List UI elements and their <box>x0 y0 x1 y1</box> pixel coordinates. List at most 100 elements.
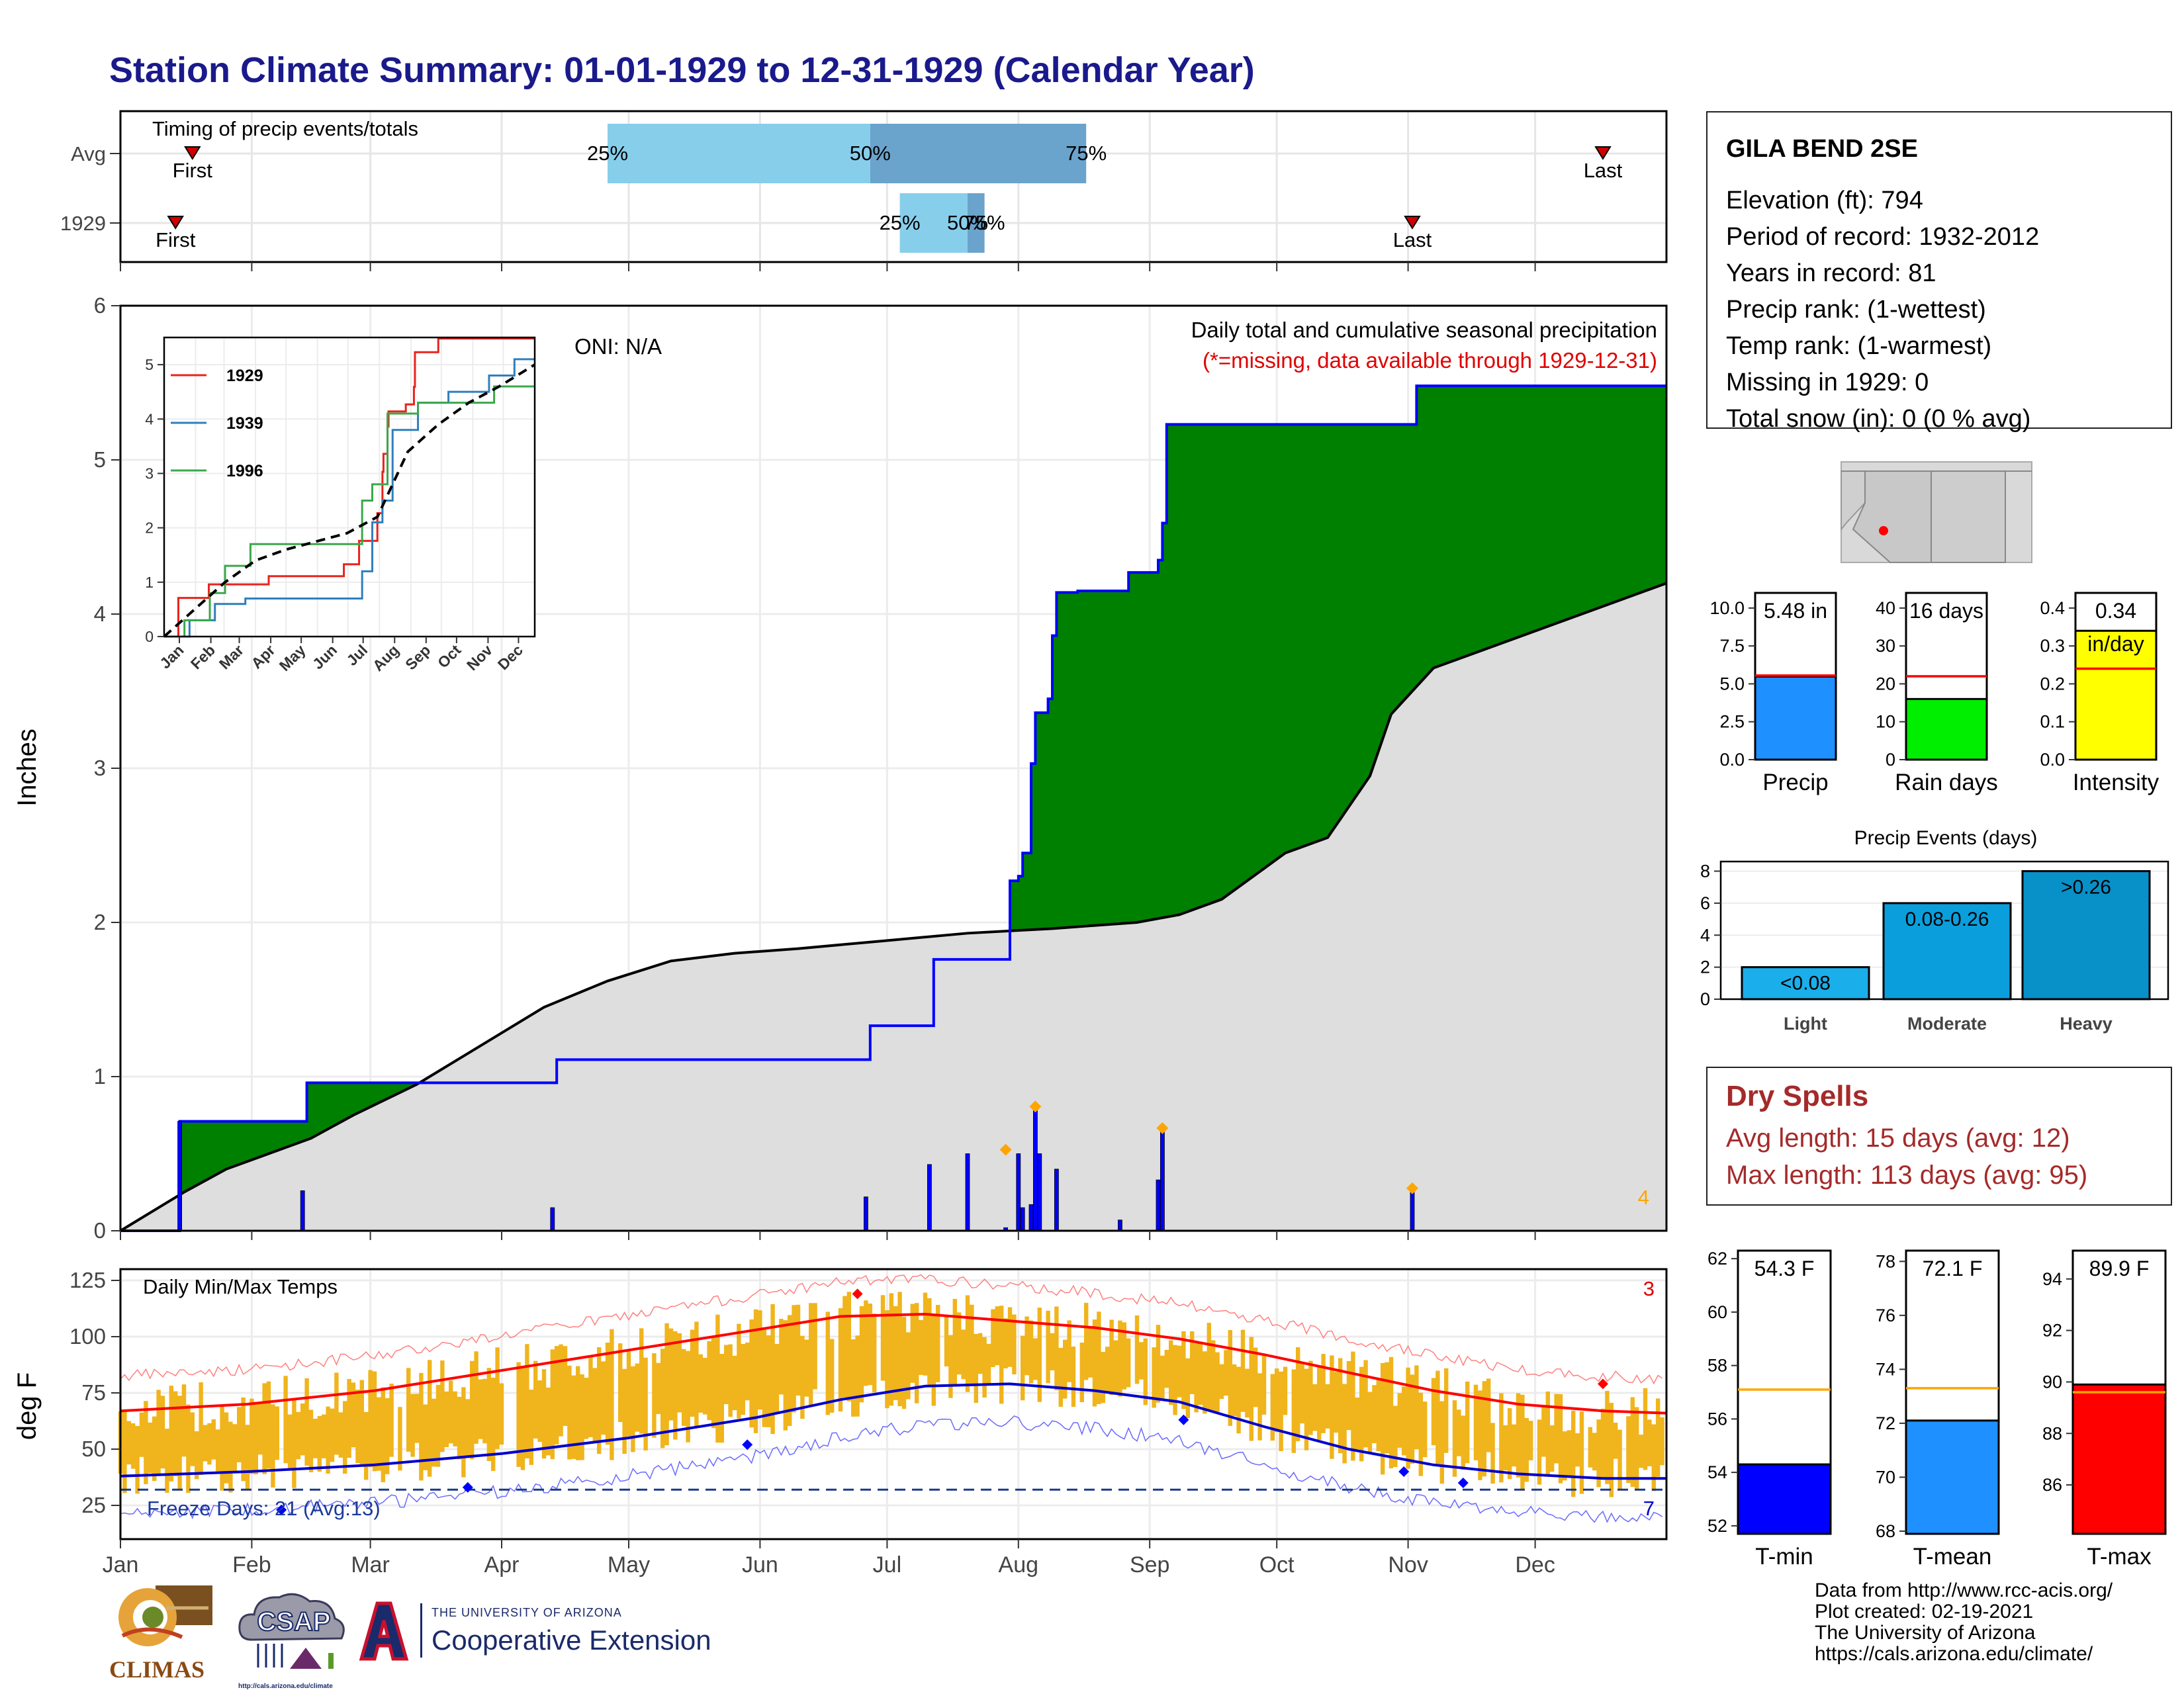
precip-ytick-label: 0 <box>94 1218 106 1243</box>
timing-label-25: 25% <box>587 142 628 165</box>
station-info-box: GILA BEND 2SE Elevation (ft): 794 Period… <box>1706 111 2172 433</box>
events-ytick-label: 0 <box>1700 989 1710 1009</box>
month-label: Mar <box>351 1552 390 1578</box>
precip-count-label: 4 <box>1638 1186 1649 1209</box>
climas-logo-text: CLIMAS <box>109 1656 205 1683</box>
first-event-label: First <box>173 159 213 182</box>
temperature-panel: Daily Min/Max Temps Freeze Days: 21 (Avg:… <box>13 1268 1668 1578</box>
panel-ytick-label: 88 <box>2042 1423 2062 1443</box>
ua-cooperative-extension-logo: THE UNIVERSITY OF ARIZONA Cooperative Ex… <box>357 1598 754 1671</box>
panel-ytick-label: 10 <box>1876 712 1895 732</box>
inset-frame <box>163 336 536 638</box>
panel-value-label: 72.1 F <box>1923 1257 1983 1280</box>
inset-ytick-label: 0 <box>145 628 154 645</box>
panel-ytick-label: 76 <box>1876 1306 1895 1325</box>
freeze-days-label: Freeze Days: 21 (Avg:13) <box>147 1497 381 1520</box>
precip-ytick-label: 2 <box>94 910 106 934</box>
month-label: Oct <box>1259 1552 1295 1578</box>
first-event-marker <box>184 146 201 160</box>
oni-label: ONI: N/A <box>574 334 662 359</box>
panel-ytick-label: 40 <box>1876 598 1895 618</box>
month-label: Apr <box>484 1552 520 1578</box>
event-bar-label: >0.26 <box>2061 877 2111 899</box>
panel-ytick-label: 52 <box>1707 1516 1727 1536</box>
event-category-label: Moderate <box>1907 1014 1987 1034</box>
csap-logo: CSAP http://cals.arizona.edu/climate <box>232 1587 351 1690</box>
station-years: Years in record: 81 <box>1726 259 1936 287</box>
daily-precip-bar <box>1054 1169 1059 1231</box>
daily-precip-bar <box>177 1121 183 1231</box>
daily-precip-bar <box>864 1196 868 1231</box>
inset-background <box>164 337 535 637</box>
first-event-marker <box>167 216 184 230</box>
panel-value-label: 16 days <box>1909 599 1983 623</box>
station-temp-rank: Temp rank: (1-warmest) <box>1726 332 1992 360</box>
station-missing: Missing in 1929: 0 <box>1726 369 1929 396</box>
panel-ytick-label: 20 <box>1876 674 1895 693</box>
panel-value-bar <box>1737 1463 1832 1535</box>
events-ytick-label: 8 <box>1700 862 1710 881</box>
precip-ytick-label: 1 <box>94 1064 106 1089</box>
panel-unit-label: in/day <box>2087 632 2144 656</box>
page-title: Station Climate Summary: 01-01-1929 to 1… <box>109 50 1255 90</box>
daily-precip-bar <box>1410 1192 1415 1231</box>
daily-precip-bar <box>1118 1220 1122 1231</box>
precip-ytick-label: 4 <box>94 601 106 626</box>
panel-ytick-label: 30 <box>1876 636 1895 656</box>
panel-title: T-mean <box>1913 1544 1992 1570</box>
inset-legend-label: 1939 <box>226 414 263 433</box>
station-name: GILA BEND 2SE <box>1726 135 1918 163</box>
panel-ytick-label: 0.3 <box>2040 636 2065 656</box>
event-bar <box>1741 966 1870 1001</box>
panel-title: Rain days <box>1895 770 1998 795</box>
temp-ytick-label: 100 <box>69 1324 106 1349</box>
tmean-panel: 72.1 F 68 70 72 74 76 78 T-mean <box>1876 1249 2000 1570</box>
panel-ytick-label: 0.2 <box>2040 674 2065 693</box>
panel-value-label: 89.9 F <box>2089 1257 2150 1280</box>
temp-ytick-label: 25 <box>81 1493 106 1517</box>
record-low-marker <box>462 1482 473 1493</box>
csap-logo-url: http://cals.arizona.edu/climate <box>238 1683 333 1690</box>
precip-events-panel: <0.08 Light 0.08-0.26 Moderate >0.26 Heavy 0 2 4… <box>1700 827 2169 1034</box>
month-label: Jan <box>103 1552 139 1578</box>
footer-data-source: Data from http://www.rcc-acis.org/ <box>1815 1579 2113 1601</box>
record-low-marker <box>1178 1414 1189 1425</box>
panel-ytick-label: 2.5 <box>1719 712 1745 732</box>
inset-series-line <box>164 337 535 638</box>
month-label: Aug <box>999 1552 1039 1578</box>
month-label: Nov <box>1388 1552 1428 1578</box>
panel-ytick-label: 0.1 <box>2040 712 2065 732</box>
timing-box-lower <box>608 124 870 183</box>
timing-box-upper <box>968 193 985 253</box>
temp-ytick-label: 125 <box>69 1268 106 1292</box>
timing-label-75: 75% <box>1066 142 1107 165</box>
event-bar-label: 0.08-0.26 <box>1905 909 1989 930</box>
dry-spells-avg: Avg length: 15 days (avg: 12) <box>1726 1124 2070 1153</box>
timing-label-75: 75% <box>964 211 1005 234</box>
panel-value-label: 54.3 F <box>1754 1257 1815 1280</box>
last-event-marker <box>1404 216 1421 230</box>
climas-logo: CLIMAS <box>109 1581 215 1681</box>
locator-map <box>1841 461 2032 563</box>
month-label: Jun <box>742 1552 778 1578</box>
record-low-marker <box>742 1439 753 1450</box>
panel-ytick-label: 90 <box>2042 1372 2062 1392</box>
events-ytick-label: 6 <box>1700 893 1710 913</box>
daily-precip-bar <box>1156 1179 1161 1231</box>
ua-name-small: THE UNIVERSITY OF ARIZONA <box>432 1606 622 1619</box>
record-low-count: 7 <box>1643 1497 1655 1520</box>
month-label: Sep <box>1130 1552 1170 1578</box>
precip-panel-title: Daily total and cumulative seasonal prec… <box>1191 318 1657 342</box>
timing-frame <box>119 110 1668 263</box>
daily-precip-bar <box>1028 1204 1034 1231</box>
intensity-panel: 0.34 in/day 0.0 0.1 0.2 0.3 0.4 Intensity <box>2040 592 2160 795</box>
month-label: Jul <box>873 1552 901 1578</box>
inset-ytick-label: 2 <box>145 519 154 537</box>
footer-plot-created: Plot created: 02-19-2021 <box>1815 1601 2034 1623</box>
first-event-label: First <box>156 228 196 251</box>
panel-ytick-label: 94 <box>2042 1269 2062 1289</box>
tmin-panel: 54.3 F 52 54 56 58 60 62 T-min <box>1707 1249 1832 1570</box>
station-detail-list: Elevation (ft): 794 Period of record: 19… <box>1726 183 2039 437</box>
